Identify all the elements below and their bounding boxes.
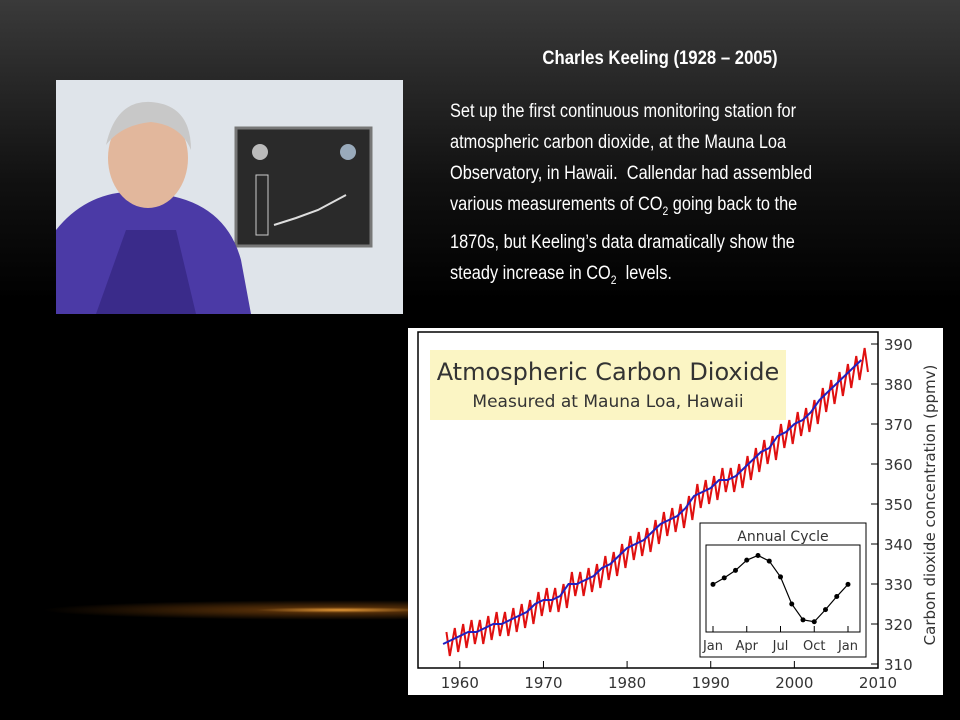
text-run: levels. bbox=[616, 262, 672, 284]
y-tick-label: 370 bbox=[884, 416, 913, 434]
text-line: Observatory, in Hawaii. Callendar had as… bbox=[450, 158, 812, 189]
y-tick-label: 360 bbox=[884, 456, 913, 474]
text-line: various measurements of CO2 going back t… bbox=[450, 189, 812, 227]
y-axis-label: Carbon dioxide concentration (ppmv) bbox=[921, 365, 939, 646]
text-run: various measurements of CO bbox=[450, 194, 663, 215]
y-tick-label: 350 bbox=[884, 496, 913, 514]
text-run: Observatory, in Hawaii. Callendar had as… bbox=[450, 163, 813, 184]
title-box bbox=[430, 350, 786, 420]
inset-point bbox=[766, 558, 772, 564]
x-tick-label: 1960 bbox=[441, 674, 479, 692]
inset-point bbox=[733, 567, 738, 573]
inset-point bbox=[744, 557, 750, 563]
inset-x-label: Jan bbox=[837, 639, 858, 654]
glow-line bbox=[40, 600, 440, 620]
text-line: atmospheric carbon dioxide, at the Mauna… bbox=[450, 127, 812, 158]
x-tick-label: 1980 bbox=[608, 674, 646, 692]
y-tick-label: 330 bbox=[884, 576, 913, 594]
subscript: 2 bbox=[662, 203, 669, 218]
text-line: Set up the first continuous monitoring s… bbox=[450, 96, 812, 127]
body-text: Set up the first continuous monitoring s… bbox=[450, 96, 812, 296]
inset-x-label: Jan bbox=[702, 639, 723, 654]
text-line: 1870s, but Keeling’s data dramatically s… bbox=[450, 227, 812, 258]
inset-point bbox=[710, 581, 716, 587]
x-tick-label: 1970 bbox=[524, 674, 562, 692]
data-line bbox=[445, 347, 869, 657]
inset-x-label: Apr bbox=[736, 639, 759, 654]
y-tick-label: 380 bbox=[884, 376, 913, 394]
text-line: steady increase in CO2 levels. bbox=[450, 258, 812, 296]
inset-point bbox=[800, 617, 806, 623]
chart-title: Atmospheric Carbon Dioxide bbox=[437, 358, 780, 386]
x-tick-label: 2000 bbox=[775, 674, 813, 692]
inset-x-label: Jul bbox=[772, 639, 789, 654]
inset-point bbox=[778, 574, 783, 580]
text-run: Set up the first continuous monitoring s… bbox=[450, 101, 797, 122]
inset-title: Annual Cycle bbox=[737, 529, 828, 545]
x-tick-label: 2010 bbox=[859, 674, 897, 692]
plot-frame bbox=[417, 331, 879, 669]
slide-title: Charles Keeling (1928 – 2005) bbox=[542, 48, 778, 69]
text-run: going back to the bbox=[668, 194, 798, 215]
inset-point bbox=[789, 601, 795, 607]
photo bbox=[56, 80, 403, 314]
inset-x-label: Oct bbox=[803, 639, 825, 654]
inset-plot bbox=[705, 544, 861, 633]
data-line bbox=[442, 359, 862, 645]
y-tick-label: 390 bbox=[884, 336, 913, 354]
inset-point bbox=[834, 594, 840, 600]
subscript: 2 bbox=[610, 272, 617, 287]
text-run: 1870s, but Keeling’s data dramatically s… bbox=[450, 231, 795, 253]
text-run: steady increase in CO bbox=[450, 262, 611, 284]
inset-point bbox=[823, 607, 828, 613]
inset-point bbox=[721, 575, 727, 581]
text-run: atmospheric carbon dioxide, at the Mauna… bbox=[450, 132, 787, 153]
chart-subtitle: Measured at Mauna Loa, Hawaii bbox=[472, 392, 743, 412]
inset-point bbox=[845, 581, 851, 587]
y-tick-label: 320 bbox=[884, 616, 913, 634]
y-tick-label: 310 bbox=[884, 656, 913, 674]
inset-point bbox=[811, 619, 817, 625]
x-tick-label: 1990 bbox=[692, 674, 730, 692]
inset-point bbox=[755, 552, 761, 558]
y-tick-label: 340 bbox=[884, 536, 913, 554]
